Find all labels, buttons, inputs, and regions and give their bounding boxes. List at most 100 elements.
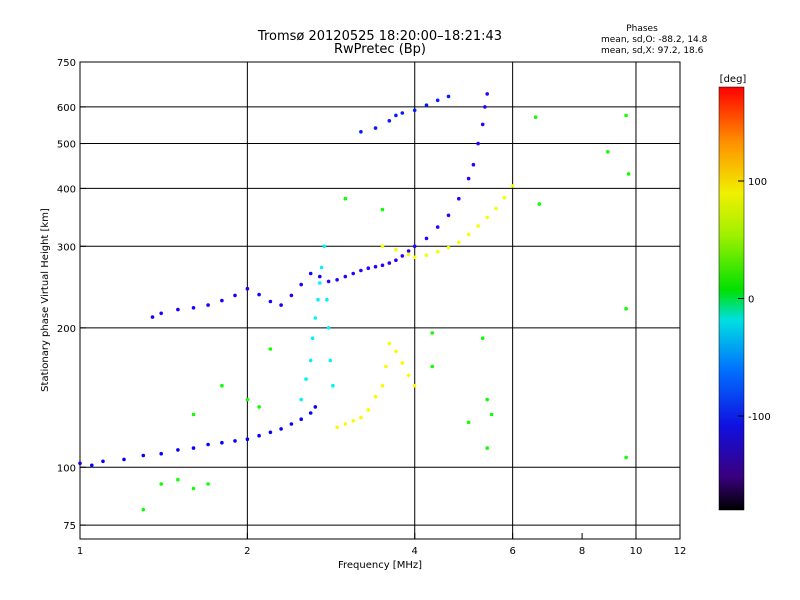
data-point	[480, 122, 485, 127]
data-point	[533, 115, 538, 119]
data-point	[343, 274, 348, 279]
data-point	[308, 271, 313, 276]
data-point	[245, 286, 250, 291]
data-point	[387, 261, 392, 265]
data-point	[359, 130, 363, 134]
x-tick-label: 8	[579, 546, 585, 557]
data-point	[406, 252, 411, 257]
data-point	[191, 306, 196, 310]
data-point	[310, 336, 315, 341]
data-point	[343, 422, 348, 426]
data-point	[206, 303, 210, 307]
data-point	[380, 207, 385, 212]
data-point	[606, 150, 610, 154]
data-point	[191, 446, 196, 450]
data-point	[387, 119, 392, 123]
x-tick-label: 6	[509, 546, 515, 557]
data-point	[457, 196, 461, 201]
data-point	[430, 331, 435, 335]
data-point	[480, 336, 485, 341]
data-point	[233, 293, 237, 298]
data-point	[176, 448, 180, 452]
data-point	[412, 255, 417, 260]
data-point	[380, 263, 385, 268]
data-point	[476, 224, 480, 228]
data-point	[159, 451, 163, 456]
data-point	[502, 195, 507, 200]
data-point	[78, 461, 82, 466]
data-point	[380, 383, 385, 388]
data-point	[313, 316, 318, 320]
data-point	[220, 298, 224, 303]
data-point	[257, 433, 261, 438]
data-point	[257, 405, 261, 409]
data-point	[150, 315, 155, 319]
data-point	[471, 162, 476, 167]
annotation-heading: Phases	[626, 24, 658, 34]
data-point	[122, 457, 126, 462]
data-point	[400, 111, 405, 115]
data-point	[326, 279, 331, 284]
data-point	[466, 420, 471, 425]
data-point	[316, 297, 320, 302]
data-point	[326, 326, 331, 330]
data-point	[335, 278, 339, 282]
data-points	[78, 92, 631, 512]
annotation-line-o: mean, sd,O: -88.2, 14.8	[601, 35, 708, 45]
data-point	[494, 206, 498, 211]
data-point	[191, 486, 196, 491]
data-point	[351, 271, 356, 276]
colorbar-label: [deg]	[720, 74, 747, 85]
data-point	[176, 477, 180, 482]
data-point	[373, 264, 378, 269]
data-point	[318, 274, 322, 279]
x-tick-label: 10	[630, 546, 643, 557]
data-point	[483, 105, 487, 109]
x-tick-label: 12	[674, 546, 687, 557]
data-point	[331, 383, 335, 388]
data-point	[406, 373, 411, 378]
data-point	[245, 397, 250, 402]
data-point	[268, 430, 273, 435]
y-tick-label: 100	[57, 463, 76, 474]
data-point	[424, 253, 429, 257]
data-point	[299, 282, 304, 287]
y-tick-label: 600	[57, 103, 76, 114]
data-point	[624, 306, 628, 311]
x-axis-label: Frequency [MHz]	[338, 560, 422, 571]
data-point	[400, 361, 405, 365]
data-point	[159, 311, 163, 316]
data-point	[191, 412, 196, 417]
data-point	[245, 437, 250, 442]
data-point	[489, 412, 494, 417]
data-point	[308, 358, 313, 363]
data-point	[328, 358, 333, 363]
data-point	[626, 172, 631, 176]
data-point	[430, 364, 435, 369]
data-point	[400, 254, 405, 258]
data-point	[537, 202, 542, 206]
data-point	[313, 405, 318, 409]
data-point	[335, 425, 339, 430]
data-point	[289, 422, 294, 426]
data-point	[446, 213, 451, 218]
data-point	[220, 383, 224, 388]
data-point	[466, 232, 471, 237]
y-tick-label: 500	[57, 140, 76, 151]
data-point	[322, 244, 327, 249]
data-point	[466, 176, 471, 181]
data-point	[90, 463, 94, 468]
data-point	[394, 258, 398, 263]
chart-subtitle: RwPretec (Bp)	[334, 42, 426, 57]
y-tick-label: 75	[63, 521, 76, 532]
data-point	[101, 459, 105, 464]
data-point	[206, 482, 210, 486]
x-tick-label: 2	[244, 546, 250, 557]
y-axis-label: Stationary phase Virtual Height [km]	[40, 208, 51, 392]
data-point	[304, 377, 308, 381]
y-tick-label: 750	[57, 58, 76, 69]
data-point	[435, 225, 440, 229]
data-point	[380, 244, 385, 249]
data-point	[424, 103, 429, 107]
